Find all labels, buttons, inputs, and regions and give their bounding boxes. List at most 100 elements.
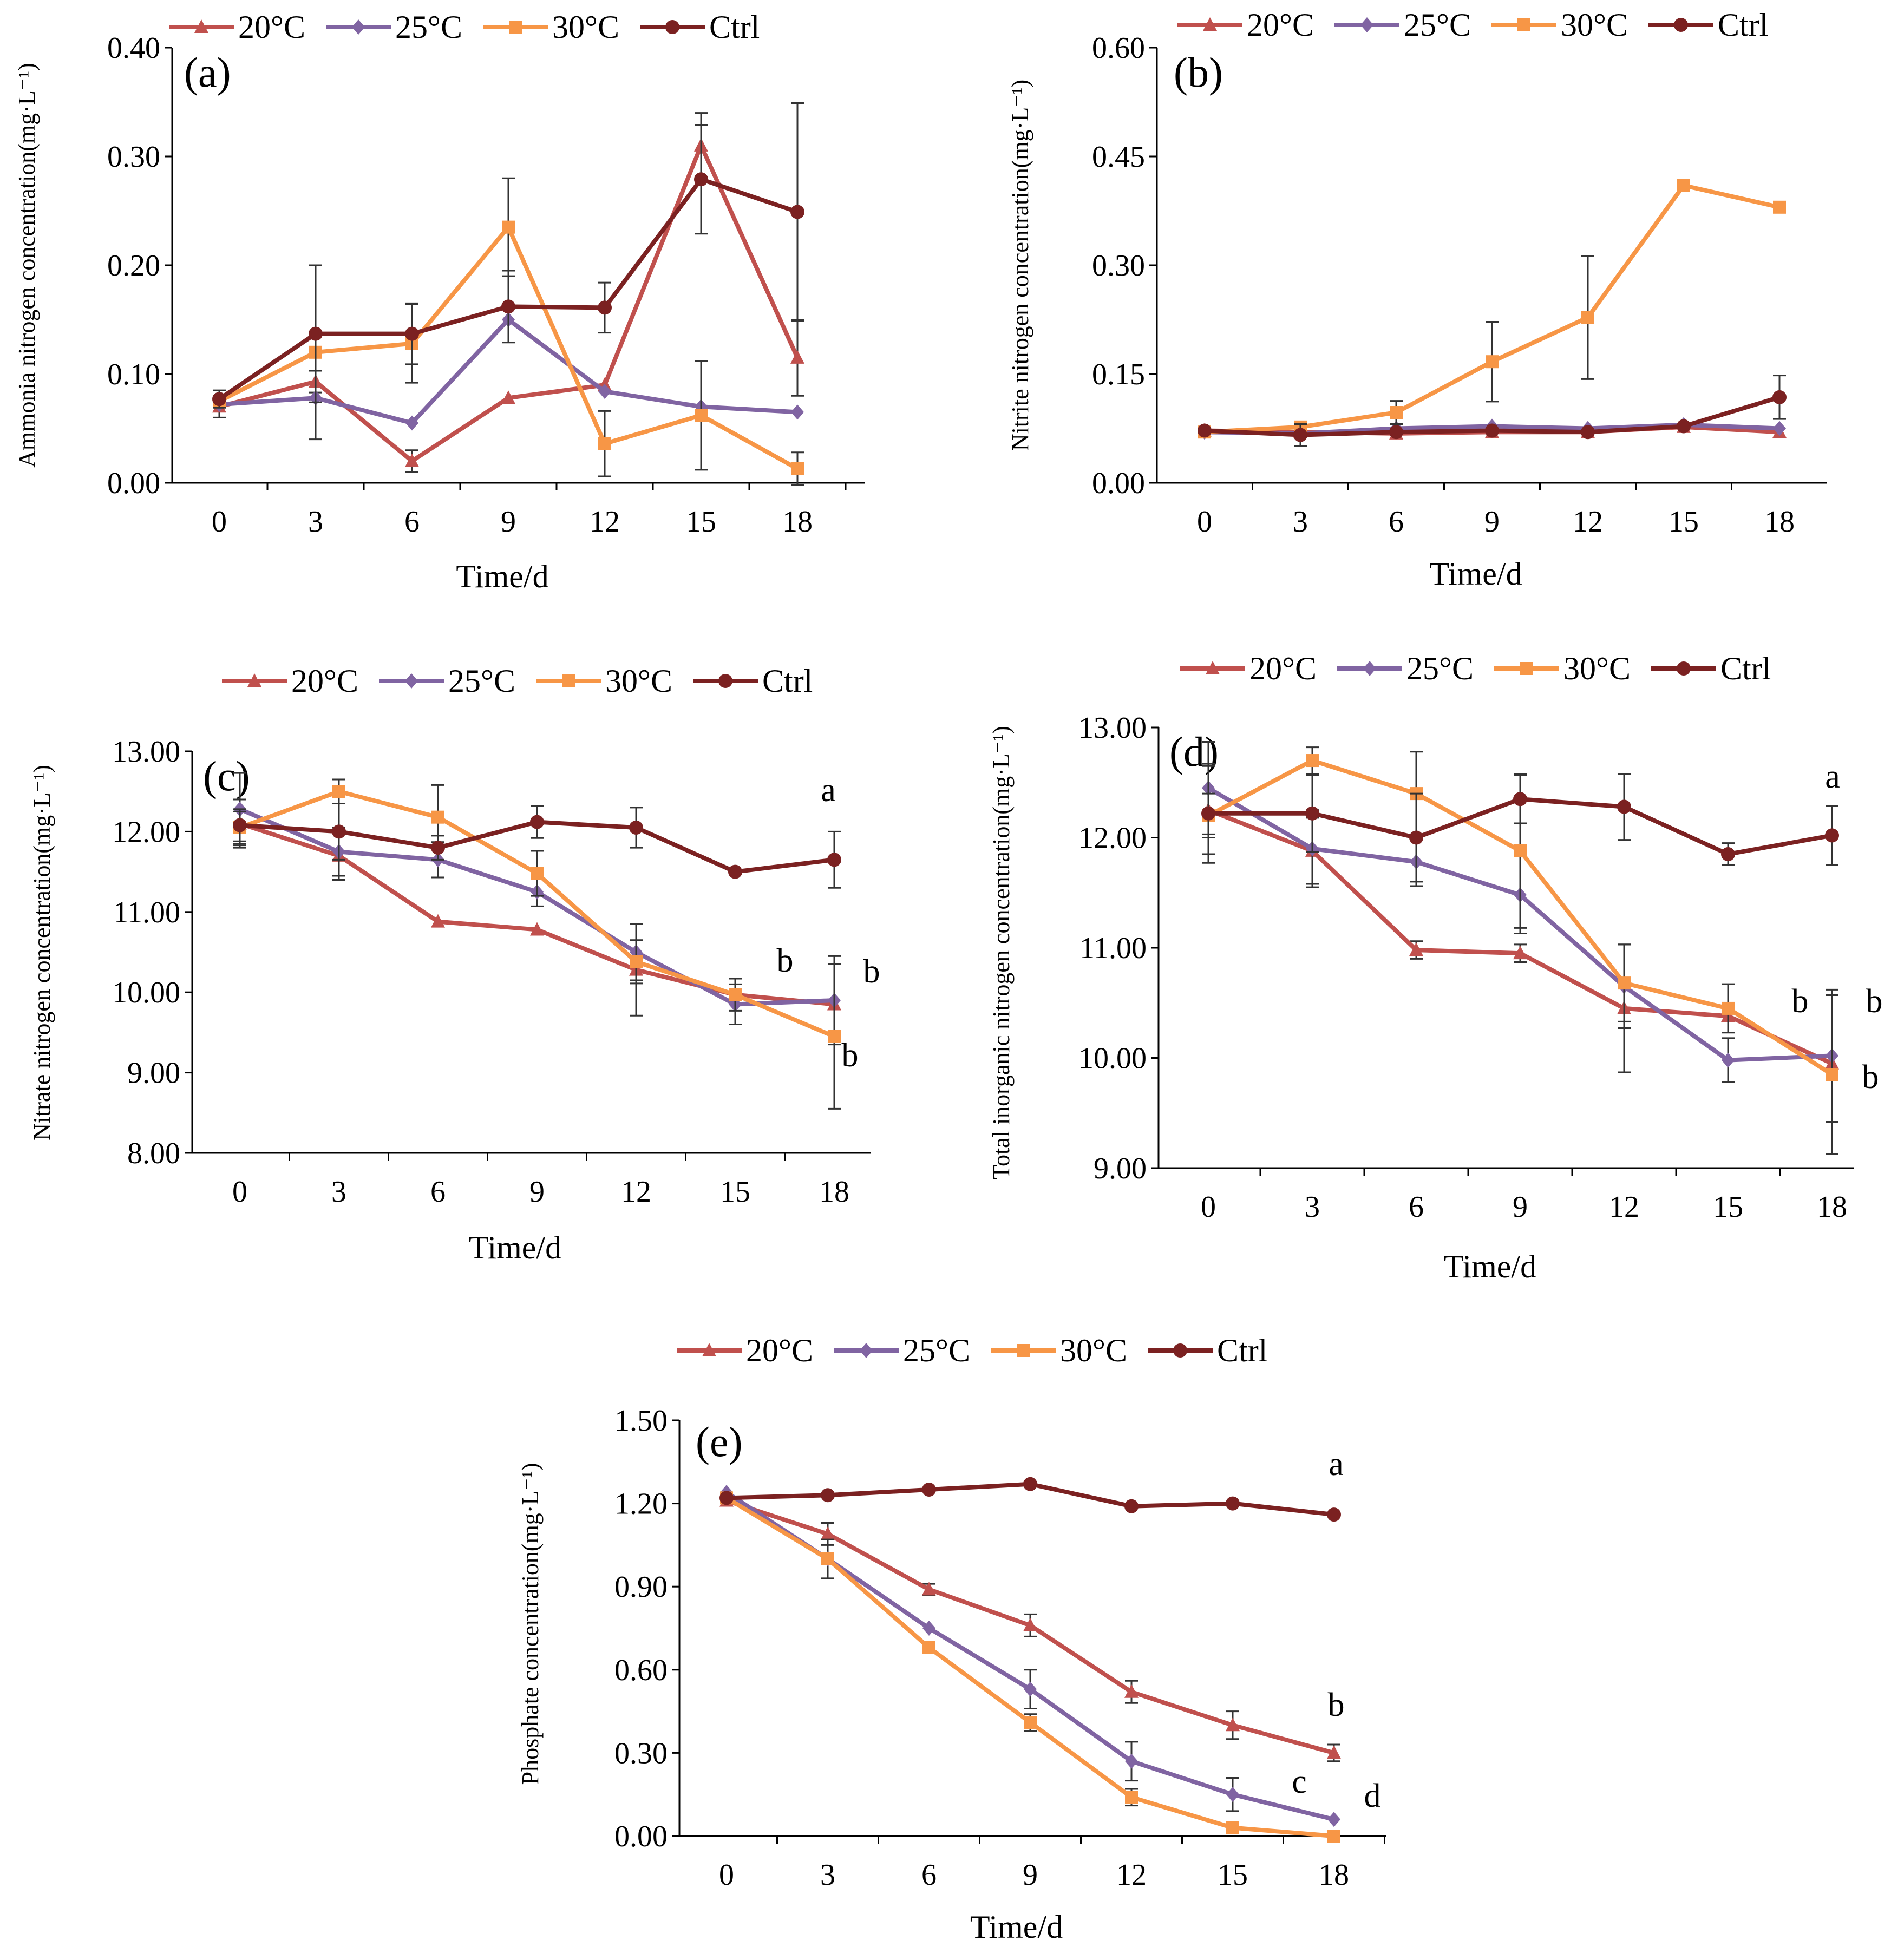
data-point: [1226, 1787, 1239, 1802]
data-point: [1327, 1507, 1341, 1522]
y-tick-label: 0.30: [107, 140, 160, 174]
y-tick-label: 1.20: [614, 1487, 668, 1521]
legend-label: 20°C: [238, 9, 305, 45]
data-point: [1023, 1617, 1037, 1631]
legend-marker-diamond: [860, 1343, 873, 1358]
data-point: [1617, 799, 1631, 814]
x-axis-title: Time/d: [456, 559, 548, 594]
legend-marker-circle: [1677, 661, 1691, 676]
data-point: [1618, 976, 1631, 990]
panel-label: (d): [1169, 728, 1219, 775]
x-axis-title: Time/d: [1444, 1249, 1536, 1284]
data-point: [1125, 1791, 1138, 1804]
series-Ctrl: [1201, 763, 1839, 883]
data-point: [1226, 1496, 1240, 1511]
x-tick-label: 18: [819, 1175, 849, 1209]
x-tick-label: 3: [308, 505, 323, 539]
legend-label: 25°C: [1404, 7, 1471, 43]
x-tick-label: 15: [1669, 505, 1699, 539]
y-tick-label: 1.50: [614, 1404, 668, 1438]
legend-marker-triangle: [702, 1343, 716, 1356]
legend-marker-circle: [1173, 1343, 1187, 1358]
x-tick-label: 15: [686, 505, 716, 539]
x-axis-title: Time/d: [469, 1230, 561, 1266]
legend-label: Ctrl: [1720, 651, 1771, 686]
legend-marker-square: [1520, 662, 1533, 675]
series-30C: [1198, 179, 1786, 439]
data-point: [922, 1582, 936, 1596]
data-point: [922, 1641, 935, 1654]
legend-label: 30°C: [552, 9, 619, 45]
data-point: [1327, 1745, 1341, 1759]
data-point: [791, 462, 804, 475]
y-tick-label: 0.00: [614, 1820, 668, 1853]
data-point: [1125, 1753, 1138, 1769]
data-point: [719, 1491, 734, 1505]
panel-b: 0.00 0.15 0.30 0.45 0.60 0 3 6 9 12 15 18 Time/d Nitr…: [1007, 7, 1827, 592]
legend: 20°C 25°C 30°C Ctrl: [1177, 7, 1768, 43]
x-tick-label: 6: [1409, 1190, 1424, 1224]
data-point: [233, 818, 247, 832]
y-tick-label: 11.00: [1079, 932, 1147, 965]
data-point: [1485, 423, 1499, 438]
data-point: [1306, 754, 1319, 768]
data-point: [1677, 179, 1690, 192]
data-point: [1023, 1477, 1037, 1491]
data-point: [1772, 390, 1787, 404]
data-point: [1581, 311, 1594, 324]
data-point: [821, 1488, 835, 1503]
legend-label: Ctrl: [1217, 1333, 1267, 1368]
series-25C: [720, 1485, 1340, 1827]
legend-label: 25°C: [903, 1333, 970, 1368]
data-point: [332, 785, 345, 798]
y-tick-label: 10.00: [1078, 1042, 1147, 1076]
legend-marker-square: [509, 21, 522, 34]
x-tick-label: 6: [1389, 505, 1404, 539]
y-tick-label: 11.00: [113, 896, 180, 929]
data-point: [530, 815, 544, 829]
data-point: [1409, 830, 1423, 845]
y-tick-label: 12.00: [112, 815, 180, 849]
x-tick-label: 0: [719, 1858, 734, 1892]
data-point: [1409, 942, 1423, 956]
x-tick-label: 12: [1609, 1190, 1639, 1224]
x-tick-label: 6: [430, 1175, 446, 1209]
significance-label: b: [1792, 983, 1809, 1020]
legend-marker-diamond: [1360, 17, 1373, 32]
data-point: [212, 392, 226, 407]
data-point: [501, 390, 515, 404]
data-point: [598, 437, 611, 450]
data-point: [309, 326, 323, 341]
data-point: [1773, 421, 1786, 436]
x-tick-label: 0: [232, 1175, 247, 1209]
panel-c: 8.00 9.00 10.00 11.00 12.00 13.00 0 3 6 9 12 15 18 Ti…: [29, 663, 880, 1266]
series-Ctrl: [212, 102, 804, 409]
legend-label: 25°C: [1406, 651, 1474, 686]
legend-label: 30°C: [1563, 651, 1631, 686]
x-tick-label: 15: [1713, 1190, 1743, 1224]
legend-label: Ctrl: [709, 9, 760, 45]
data-point: [1201, 806, 1215, 821]
y-tick-label: 13.00: [112, 735, 180, 769]
legend: 20°C 25°C 30°C Ctrl: [1180, 651, 1771, 686]
x-tick-label: 6: [921, 1858, 937, 1892]
significance-label: b: [1862, 1059, 1879, 1096]
data-point: [1390, 406, 1403, 419]
series-line: [725, 1496, 1334, 1838]
y-tick-label: 0.60: [1092, 31, 1145, 65]
significance-label: d: [1364, 1778, 1381, 1814]
data-point: [828, 1030, 841, 1043]
legend-marker-square: [562, 674, 575, 687]
data-point: [791, 404, 804, 420]
x-tick-label: 9: [1484, 505, 1500, 539]
data-point: [1721, 847, 1735, 862]
legend-label: 30°C: [1060, 1333, 1127, 1368]
panel-label: (e): [696, 1418, 743, 1465]
x-tick-label: 3: [820, 1858, 835, 1892]
legend-marker-square: [1017, 1344, 1030, 1357]
data-point: [1327, 1830, 1340, 1843]
y-tick-label: 0.15: [1092, 358, 1145, 391]
y-tick-label: 0.00: [107, 467, 160, 500]
legend-label: 20°C: [746, 1333, 813, 1368]
data-point: [827, 853, 841, 867]
